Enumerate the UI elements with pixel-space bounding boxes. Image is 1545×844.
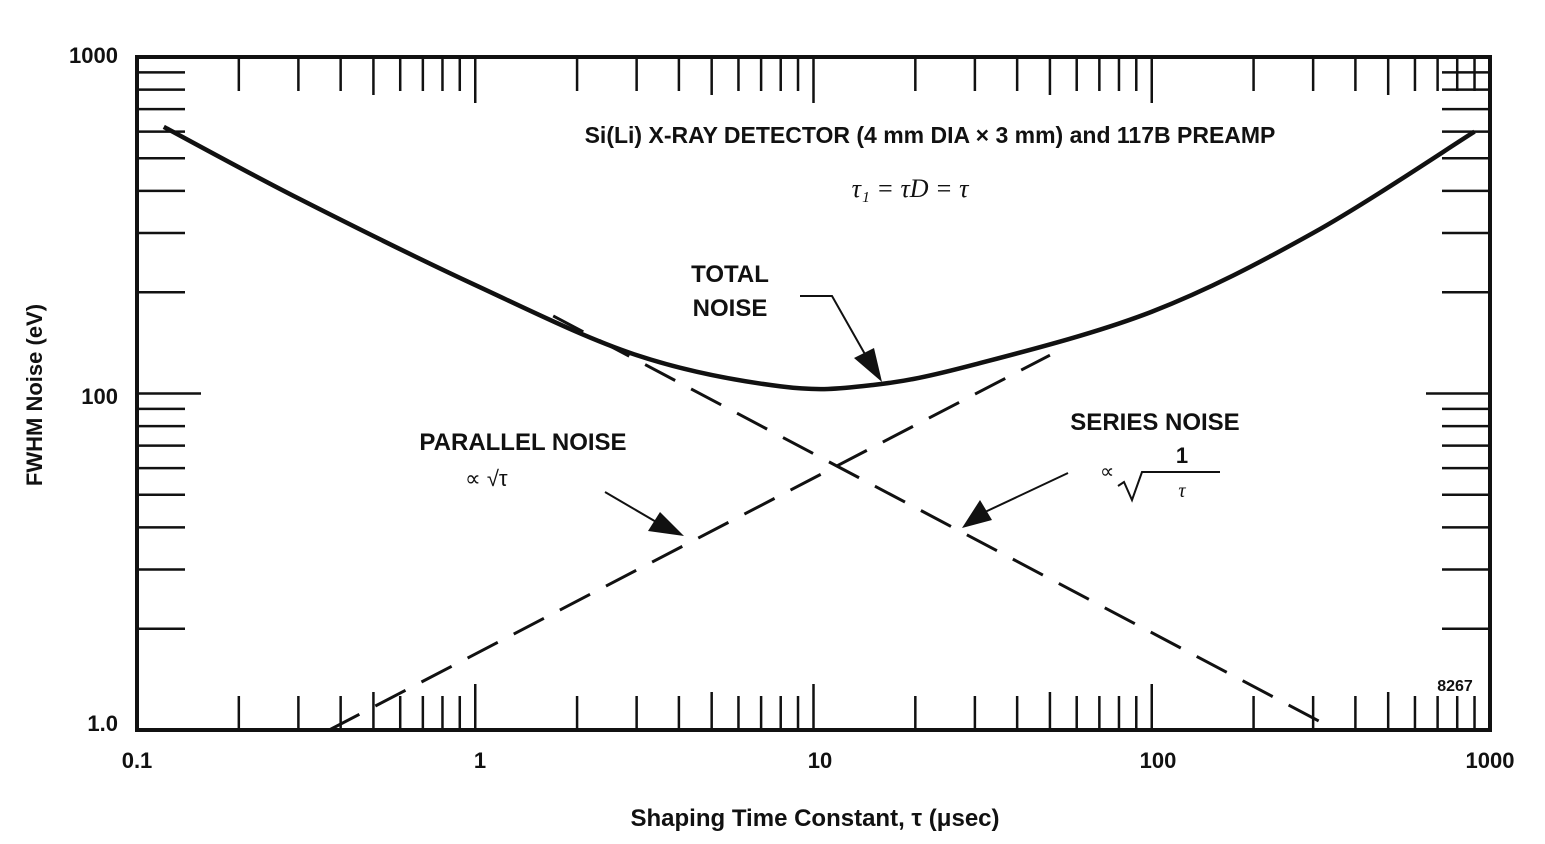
annotation-series-noise-denominator: τ — [1178, 480, 1186, 502]
x-tick-label: 10 — [808, 748, 832, 773]
annotation-total-noise-line1: TOTAL — [691, 261, 769, 288]
arrow-total-noise — [800, 295, 867, 357]
annotation-parallel-noise-formula: ∝ √τ — [465, 466, 508, 491]
figure-id: 8267 — [1437, 678, 1473, 695]
arrowhead-series-noise — [962, 500, 992, 528]
arrowhead-parallel-noise — [648, 512, 684, 536]
y-axis-title: FWHM Noise (eV) — [22, 304, 47, 486]
x-tick-label: 0.1 — [122, 748, 153, 773]
annotation-series-noise-prefix: ∝ — [1100, 461, 1114, 483]
y-tick-labels: 1.0 100 1000 — [69, 43, 118, 736]
sqrt-sign-series — [1117, 471, 1220, 503]
series-series-noise — [552, 314, 1337, 732]
plot-frame — [135, 55, 1492, 732]
chart-title: Si(Li) X-RAY DETECTOR (4 mm DIA × 3 mm) … — [585, 122, 1276, 148]
annotation-total-noise: TOTAL NOISE — [691, 261, 882, 382]
chart-subtitle: τ₁ = τD = τ — [852, 174, 971, 203]
y-tick-label: 100 — [81, 384, 118, 409]
x-tick-label: 100 — [1140, 748, 1177, 773]
annotation-series-noise: SERIES NOISE 1 ∝ τ — [962, 409, 1240, 528]
arrow-series-noise — [984, 472, 1069, 513]
y-tick-label: 1000 — [69, 43, 118, 68]
annotation-total-noise-line2: NOISE — [693, 295, 768, 322]
x-tick-labels: 0.1 1 10 100 1000 — [122, 748, 1515, 773]
arrow-parallel-noise — [604, 491, 659, 524]
annotation-parallel-noise-label: PARALLEL NOISE — [419, 429, 626, 456]
x-axis-title: Shaping Time Constant, τ (μsec) — [631, 805, 1000, 832]
axis-ticks — [137, 57, 1490, 730]
annotation-series-noise-label: SERIES NOISE — [1070, 409, 1239, 436]
series-layer — [162, 124, 1476, 732]
x-tick-label: 1 — [474, 748, 486, 773]
x-tick-label: 1000 — [1466, 748, 1515, 773]
series-parallel-noise — [328, 353, 1051, 732]
y-tick-label: 1.0 — [87, 711, 118, 736]
annotation-series-noise-numerator: 1 — [1176, 443, 1188, 468]
annotation-parallel-noise: PARALLEL NOISE ∝ √τ — [419, 429, 684, 536]
series-total-noise — [162, 124, 1476, 392]
arrowhead-total-noise — [854, 348, 882, 382]
